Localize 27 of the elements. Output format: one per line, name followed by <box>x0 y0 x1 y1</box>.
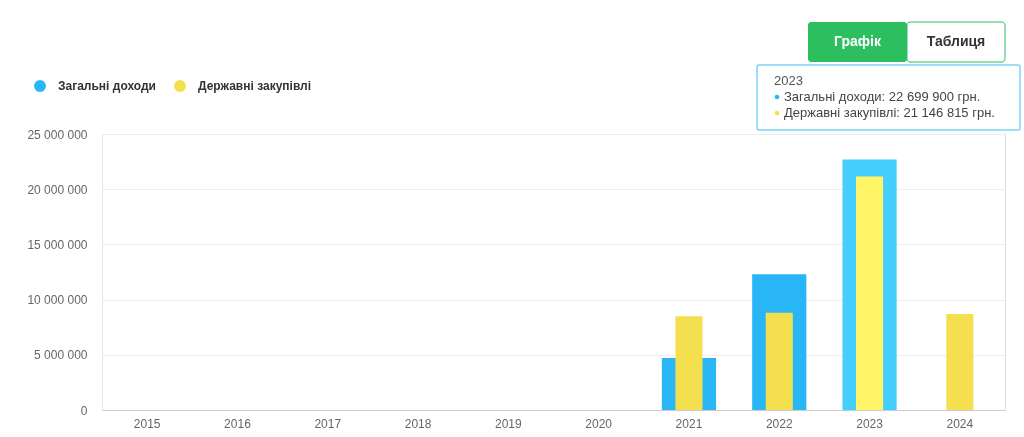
y-tick-label: 0 <box>80 403 88 418</box>
y-tick-label: 20 000 000 <box>27 182 88 197</box>
x-tick-label: 2017 <box>314 416 342 431</box>
text: Графік <box>834 33 882 49</box>
x-tick-label: 2018 <box>404 416 432 431</box>
x-tick-label: 2023 <box>856 416 884 431</box>
text: Таблиця <box>926 33 986 49</box>
x-tick-label: 2021 <box>675 416 703 431</box>
bar <box>675 316 703 410</box>
x-tick-label: 2015 <box>133 416 161 431</box>
x-tick-label: 2016 <box>224 416 252 431</box>
x-tick-label: 2019 <box>495 416 523 431</box>
text: 2023 <box>774 73 803 88</box>
x-tick-label: 2024 <box>946 416 974 431</box>
x-tick-label: 2020 <box>585 416 613 431</box>
y-tick-label: 15 000 000 <box>27 237 88 252</box>
y-tick-label: 5 000 000 <box>34 348 88 363</box>
bar <box>946 313 974 410</box>
bar <box>856 176 884 410</box>
bar <box>765 312 793 410</box>
y-tick-label: 10 000 000 <box>27 293 88 308</box>
legend-label: Державні закупівлі <box>198 79 312 93</box>
legend-label: Загальні доходи <box>58 79 156 93</box>
text: Державні закупівлі: 21 146 815 грн. <box>784 105 995 120</box>
y-tick-label: 25 000 000 <box>27 127 88 142</box>
x-tick-label: 2022 <box>765 416 793 431</box>
text: Загальні доходи: 22 699 900 грн. <box>784 89 981 104</box>
